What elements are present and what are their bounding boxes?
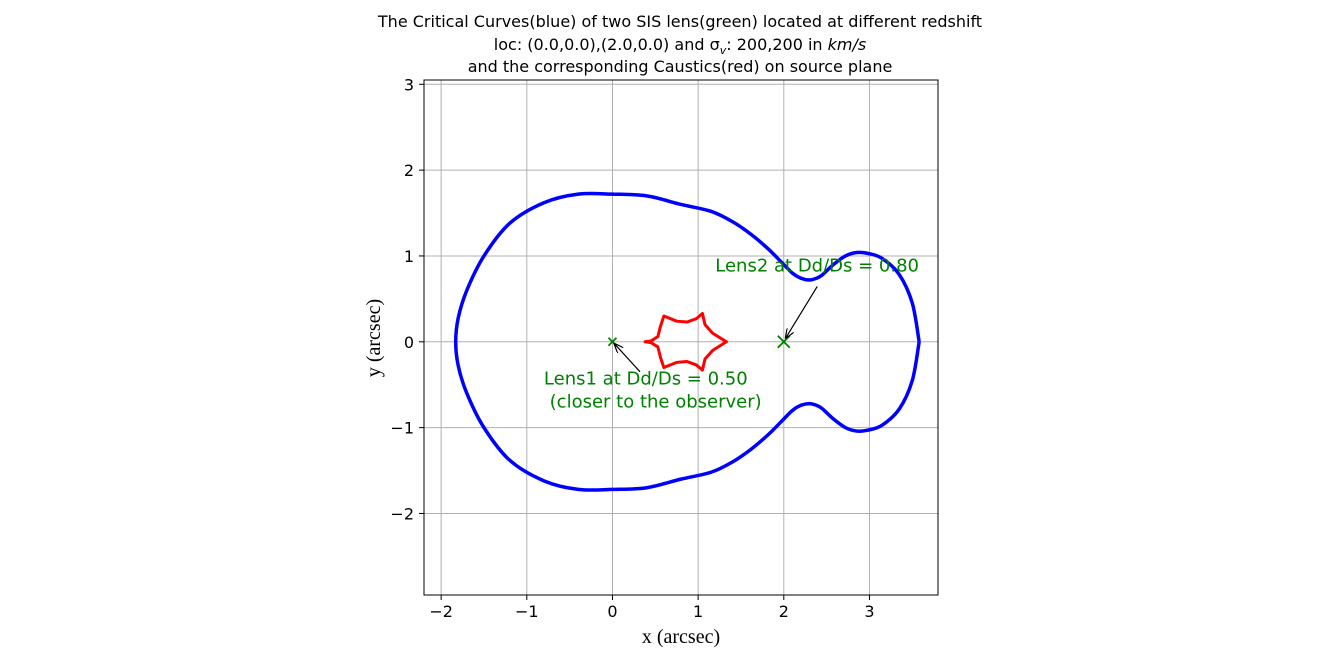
x-axis-label: x (arcsec) (642, 626, 720, 648)
y-tick-label: −1 (390, 419, 414, 438)
axis-ticks: −2 −1 0 1 2 3 −2 −1 0 1 2 3 (390, 75, 874, 621)
chart-title-line-3: and the corresponding Caustics(red) on s… (468, 57, 893, 76)
annotations: Lens1 at Dd/Ds = 0.50 (closer to the obs… (544, 255, 919, 412)
lens-marker-stroke (607, 337, 618, 347)
y-tick-label: 1 (404, 247, 414, 266)
lens2-annotation-arrow (786, 286, 818, 337)
plot-frame (423, 79, 939, 596)
y-axis-label: y (arcsec) (363, 299, 385, 377)
x-tick-label: 2 (779, 602, 789, 621)
lens1-annotation-line: Lens1 at Dd/Ds = 0.50 (544, 369, 748, 390)
critical-curve-line (453, 191, 921, 492)
chart-title-line-2-part-1: loc: (0.0,0.0),(2.0,0.0) and σ (494, 35, 720, 54)
chart-title-line-1: The Critical Curves(blue) of two SIS len… (377, 12, 982, 31)
lens1-annotation-arrow (614, 344, 641, 373)
chart-title-line-2-part-2: : 200,200 in (726, 35, 827, 54)
x-tick-label: −1 (515, 602, 539, 621)
y-tick-label: 3 (404, 75, 414, 94)
x-tick-label: −2 (429, 602, 453, 621)
x-tick-label: 0 (607, 602, 617, 621)
lens1-annotation-line: (closer to the observer) (544, 392, 762, 413)
chart-title-subscript: v (720, 44, 727, 57)
x-tick-label: 1 (693, 602, 703, 621)
lens1-annotation-text: Lens1 at Dd/Ds = 0.50 (closer to the obs… (544, 369, 762, 413)
y-tick-label: 0 (404, 333, 414, 352)
x-tick-label: 3 (864, 602, 874, 621)
lens2-annotation-text: Lens2 at Dd/Ds = 0.80 (715, 255, 919, 276)
caustic-line (643, 311, 728, 372)
chart-title-line-2: loc: (0.0,0.0),(2.0,0.0) and σv: 200,200… (494, 35, 866, 57)
series-layer (453, 191, 921, 492)
y-tick-label: 2 (404, 161, 414, 180)
grid (424, 80, 938, 595)
chart-title-units: km/s (828, 35, 867, 54)
y-tick-label: −2 (390, 504, 414, 523)
